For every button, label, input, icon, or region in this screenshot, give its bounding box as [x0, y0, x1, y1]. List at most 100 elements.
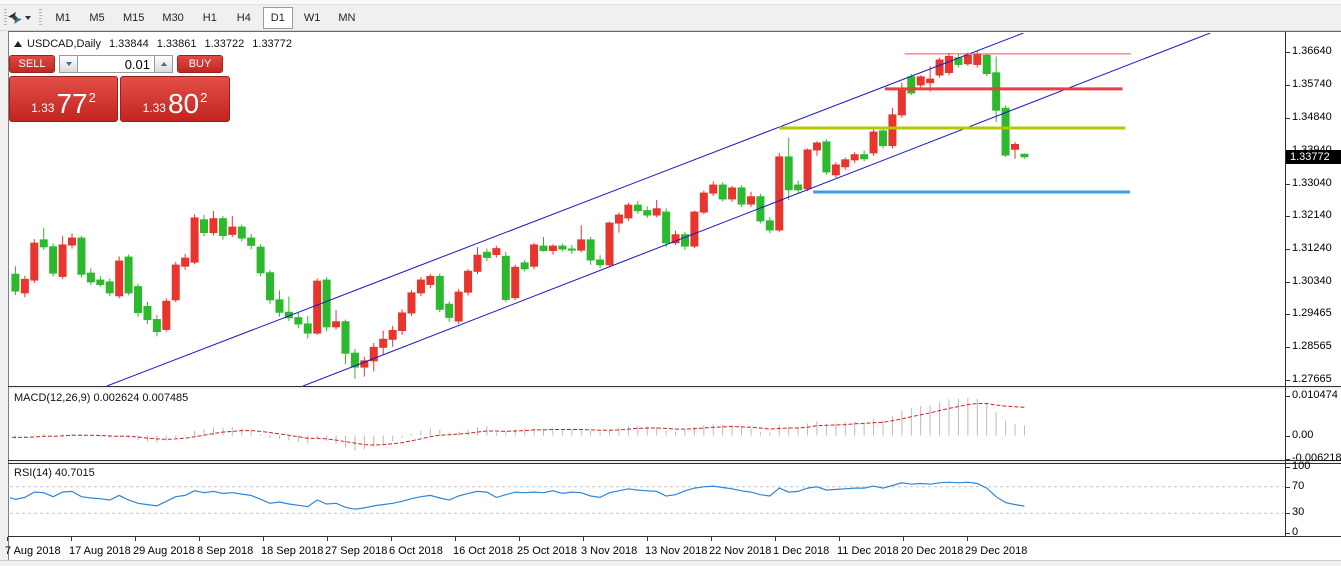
- chart-window: [8, 31, 1341, 561]
- candle: [11, 266, 20, 296]
- candle: [303, 315, 312, 339]
- candle: [200, 215, 209, 237]
- candle: [784, 137, 793, 201]
- candle: [624, 202, 633, 221]
- candle: [143, 302, 152, 324]
- tab-timeframe-W1[interactable]: W1: [303, 11, 321, 24]
- date-axis-label: 17 Aug 2018: [69, 545, 131, 557]
- axis-tick: [1285, 117, 1290, 119]
- candle: [954, 54, 963, 68]
- candle: [878, 126, 887, 149]
- rsi-line: [10, 481, 1025, 510]
- date-axis-label: 11 Dec 2018: [837, 545, 899, 557]
- axis-tick: [1285, 347, 1290, 349]
- axis-tick: [1285, 84, 1290, 86]
- toolbar-gripper[interactable]: [4, 8, 7, 27]
- panel-separator[interactable]: [8, 386, 1341, 387]
- buy-button[interactable]: BUY: [177, 55, 223, 73]
- candle: [831, 162, 840, 178]
- candle: [454, 289, 463, 324]
- tab-timeframe-D1[interactable]: D1: [262, 6, 293, 29]
- panel-separator-2[interactable]: [8, 460, 1341, 461]
- candle: [709, 181, 718, 197]
- tab-timeframe-M30[interactable]: M30: [162, 11, 184, 24]
- date-axis-tick: [519, 537, 520, 541]
- candle: [577, 225, 586, 253]
- candle: [435, 273, 444, 313]
- volume-increase-button[interactable]: [154, 55, 173, 73]
- date-axis-tick: [967, 537, 968, 541]
- channel-line-main[interactable]: [106, 33, 1024, 386]
- candle: [407, 290, 416, 316]
- tab-timeframe-H4[interactable]: H4: [236, 11, 251, 24]
- ohlc-close: 1.33772: [252, 38, 293, 50]
- date-axis-tick: [455, 537, 456, 541]
- candle: [181, 253, 190, 270]
- tab-timeframe-M15[interactable]: M15: [123, 11, 145, 24]
- tab-timeframe-M5[interactable]: M5: [89, 11, 105, 24]
- date-axis-label: 29 Aug 2018: [133, 545, 195, 557]
- rsi-axis-label: 100: [1292, 460, 1311, 472]
- one-click-collapse-icon[interactable]: [14, 41, 22, 47]
- candle: [482, 248, 491, 262]
- panel-separator-3: [8, 463, 1341, 464]
- buy-price-panel[interactable]: 1.33 80 2: [120, 76, 230, 122]
- axis-tick: [1285, 486, 1290, 488]
- candle: [567, 244, 576, 254]
- candle: [209, 210, 218, 236]
- candle: [1011, 141, 1020, 159]
- candle: [388, 325, 397, 347]
- buy-price-point: 2: [200, 90, 208, 105]
- candle: [1020, 153, 1029, 159]
- sell-button[interactable]: SELL: [9, 55, 55, 73]
- axis-tick: [1285, 249, 1290, 251]
- date-axis-tick: [647, 537, 648, 541]
- panel-splitter[interactable]: [9, 387, 1341, 389]
- toolbar-gripper-2[interactable]: [39, 8, 42, 27]
- date-axis-tick: [199, 537, 200, 541]
- candle: [737, 185, 746, 207]
- tab-timeframe-MN[interactable]: MN: [338, 11, 356, 24]
- caret-up-icon: [160, 62, 167, 66]
- panel-splitter-2[interactable]: [9, 461, 1341, 463]
- candle: [530, 242, 539, 270]
- axis-tick: [1285, 459, 1290, 460]
- rsi-panel-plot[interactable]: [10, 464, 1285, 536]
- date-axis-label: 1 Dec 2018: [773, 545, 830, 557]
- candle: [341, 319, 350, 365]
- date-axis-label: 8 Sep 2018: [197, 545, 254, 557]
- candle: [756, 193, 765, 224]
- date-axis-label: 3 Nov 2018: [581, 545, 638, 557]
- candle: [803, 148, 812, 191]
- candle: [58, 236, 67, 279]
- candle: [860, 150, 869, 162]
- volume-input[interactable]: [78, 55, 154, 73]
- candle: [558, 243, 567, 252]
- candle: [492, 245, 501, 258]
- tab-timeframe-M1[interactable]: M1: [55, 11, 71, 24]
- cursor-arrows-icon: [8, 11, 22, 24]
- candle: [275, 290, 284, 317]
- cursor-tool-button[interactable]: [8, 7, 22, 29]
- candle: [643, 206, 652, 218]
- candle: [369, 342, 378, 372]
- channel-line-parallel[interactable]: [302, 33, 1211, 386]
- main-chart-plot[interactable]: [10, 33, 1285, 386]
- tab-timeframe-H1[interactable]: H1: [202, 11, 217, 24]
- price-axis-label: 1.27665: [1292, 373, 1332, 386]
- date-axis-tick: [263, 537, 264, 541]
- rsi-axis-label: 30: [1292, 506, 1305, 519]
- candle: [256, 244, 265, 277]
- candle: [501, 251, 510, 303]
- candle: [907, 73, 916, 96]
- price-axis-label: 1.30340: [1292, 275, 1332, 288]
- sell-price-panel[interactable]: 1.33 77 2: [9, 76, 118, 122]
- candle: [68, 233, 77, 249]
- macd-axis-label: 0.00: [1292, 428, 1314, 441]
- candle: [662, 208, 671, 248]
- volume-decrease-button[interactable]: [59, 55, 78, 73]
- cursor-tool-dropdown[interactable]: [19, 7, 35, 29]
- macd-panel-plot[interactable]: [10, 389, 1285, 459]
- date-axis-tick: [71, 537, 72, 541]
- candle: [322, 277, 331, 332]
